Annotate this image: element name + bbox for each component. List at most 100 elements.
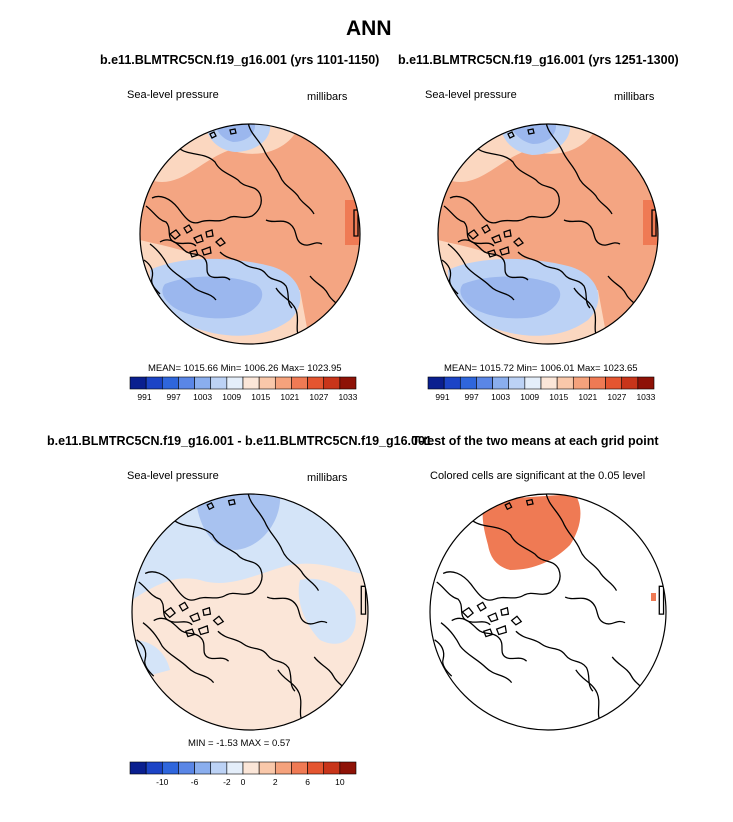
colorbar-box [459,376,477,390]
colorbar-tick-label: 1003 [193,392,212,402]
significant-region [482,494,581,570]
colorbar-box [443,376,461,390]
colorbar-tick-label: -10 [156,777,169,787]
units-label-top-right: millibars [614,91,655,103]
colorbar-tick-label: -2 [223,777,231,787]
field-fill-lower-south [460,276,561,319]
map-boundary [131,493,369,731]
colorbar-box [129,761,147,775]
panel-title-top-left: b.e11.BLMTRC5CN.f19_g16.001 (yrs 1101-11… [100,53,380,67]
map-boundary [429,493,667,731]
colorbar-tick-label: 1033 [338,392,357,402]
colorbar-difference: -10 -6 -2 0 2 6 10 [129,761,357,787]
panel-title-bottom-left: b.e11.BLMTRC5CN.f19_g16.001 - b.e11.BLMT… [47,434,432,448]
colorbar-box [194,761,212,775]
colorbar-box [242,376,260,390]
colorbar-tick-label: 991 [435,392,449,402]
colorbar-box [323,761,341,775]
diff-fill-negative [132,494,368,600]
significant-region-edge [651,593,656,601]
field-fill-edge-high [643,200,658,245]
colorbar-box [210,376,228,390]
colorbar-box [307,761,325,775]
colorbar-box [476,376,493,390]
colorbar-box [161,761,179,775]
colorbar-tick-label: 1021 [578,392,597,402]
colorbar-tick-label: 6 [305,777,310,787]
colorbar-box [274,761,292,775]
field-label-top-left: Sea-level pressure [127,89,219,101]
colorbar-box [589,376,606,390]
colorbar-box [178,376,195,390]
colorbar-box [194,376,212,390]
colorbar-tick-label: 1009 [520,392,539,402]
colorbar-box [572,376,590,390]
colorbar-box [508,376,526,390]
colorbar-tick-label: 10 [335,777,345,787]
units-label-top-left: millibars [307,91,348,103]
field-label-top-right: Sea-level pressure [425,89,517,101]
colorbar-box [226,761,244,775]
colorbar-tick-label: 1003 [491,392,510,402]
colorbar-box [492,376,510,390]
map-boundary [139,123,361,345]
colorbar-box [323,376,341,390]
colorbar-tick-label: 991 [137,392,151,402]
figure-title: ANN [346,17,392,40]
units-label-bottom-left: millibars [307,472,348,484]
colorbar-tick-label: 1027 [309,392,328,402]
diff-fill-negative-strong [195,494,281,550]
colorbar-box [524,376,542,390]
diff-fill-negative-east [298,578,356,644]
colorbar-box [339,761,357,775]
colorbar-box [258,376,276,390]
colorbar-tick-label: 1015 [549,392,568,402]
colorbar-box [427,376,445,390]
colorbar-box [540,376,558,390]
stats-bottom-left: MIN = -1.53 MAX = 0.57 [188,738,291,749]
colorbar-top-left: 991 997 1003 1009 1015 1021 1027 1033 [129,376,358,402]
colorbar-box [291,761,308,775]
colorbar-tick-label: 1015 [251,392,270,402]
colorbar-tick-label: 997 [464,392,478,402]
colorbar-box [145,376,163,390]
colorbar-box [226,376,244,390]
colorbar-tick-label: 0 [241,777,246,787]
colorbar-box [129,376,147,390]
colorbar-tick-label: -6 [191,777,199,787]
colorbar-box [621,376,639,390]
colorbar-box [556,376,574,390]
field-fill-lower-south [162,276,263,319]
colorbar-box [274,376,292,390]
colorbar-box [210,761,228,775]
colorbar-tick-label: 1009 [222,392,241,402]
colorbar-tick-label: 1027 [607,392,626,402]
colorbar-box [291,376,308,390]
colorbar-box [637,376,655,390]
field-fill-lower [510,124,557,144]
colorbar-tick-label: 997 [166,392,180,402]
colorbar-box [339,376,357,390]
stats-top-right: MEAN= 1015.72 Min= 1006.01 Max= 1023.65 [444,363,638,374]
colorbar-box [242,761,260,775]
map-top-right [437,123,659,345]
colorbar-tick-label: 1021 [280,392,299,402]
significance-label: Colored cells are significant at the 0.0… [430,470,646,482]
panel-title-bottom-right: T-test of the two means at each grid poi… [412,434,659,448]
stats-top-left: MEAN= 1015.66 Min= 1006.26 Max= 1023.95 [148,363,342,374]
colorbar-tick-label: 1033 [636,392,655,402]
colorbar-box [178,761,195,775]
colorbar-box [161,376,179,390]
colorbar-box [605,376,623,390]
colorbar-box [145,761,163,775]
panel-title-top-right: b.e11.BLMTRC5CN.f19_g16.001 (yrs 1251-13… [398,53,679,67]
map-bottom-left [131,493,369,731]
colorbar-box [307,376,325,390]
colorbar-top-right: 991 997 1003 1009 1015 1021 1027 1033 [427,376,656,402]
field-fill-edge-high [345,200,360,245]
colorbar-tick-label: 2 [273,777,278,787]
field-label-bottom-left: Sea-level pressure [127,470,219,482]
colorbar-box [258,761,276,775]
map-top-left [139,123,361,345]
